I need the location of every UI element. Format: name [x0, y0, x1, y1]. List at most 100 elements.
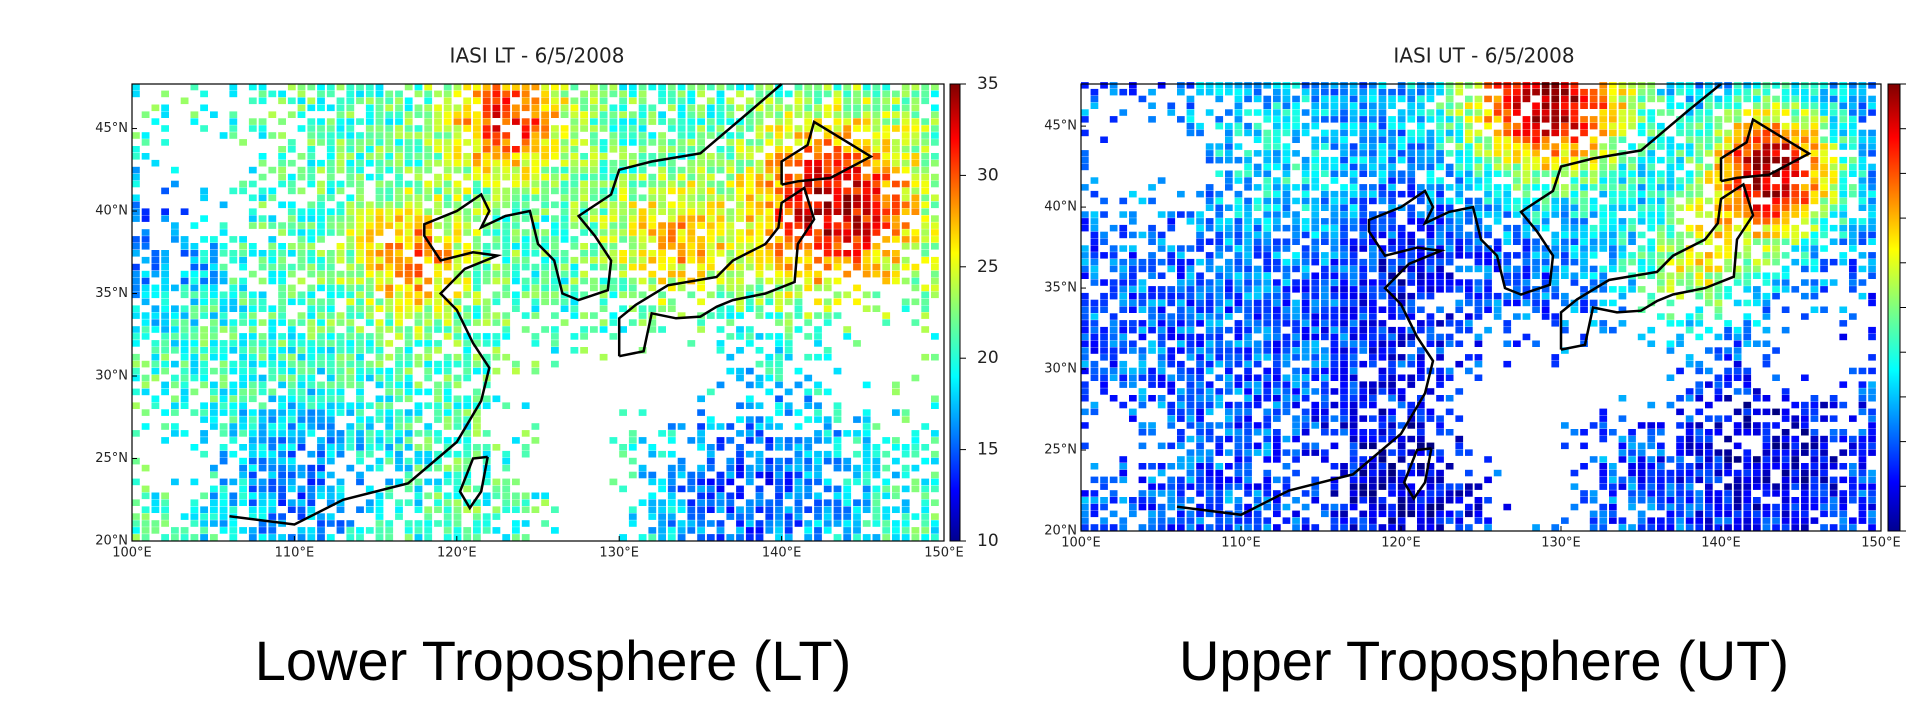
- data-pixel: [454, 181, 462, 188]
- data-pixel: [259, 174, 267, 181]
- data-pixel: [814, 160, 822, 167]
- data-pixel: [678, 520, 686, 527]
- data-pixel: [765, 139, 773, 146]
- data-pixel: [337, 278, 345, 285]
- data-pixel: [444, 513, 452, 520]
- data-pixel: [1311, 143, 1319, 150]
- data-pixel: [795, 486, 803, 493]
- data-pixel: [824, 513, 832, 520]
- data-pixel: [259, 264, 267, 271]
- data-pixel: [853, 215, 861, 222]
- data-pixel: [385, 458, 393, 465]
- data-pixel: [249, 118, 257, 125]
- data-pixel: [736, 458, 744, 465]
- data-pixel: [307, 340, 315, 347]
- data-pixel: [424, 111, 432, 118]
- data-pixel: [1129, 211, 1137, 218]
- data-pixel: [1283, 517, 1291, 524]
- data-pixel: [1244, 443, 1252, 450]
- data-pixel: [1187, 218, 1195, 225]
- data-pixel: [1225, 300, 1233, 307]
- data-pixel: [1263, 524, 1271, 531]
- data-pixel: [541, 195, 549, 202]
- data-pixel: [239, 368, 247, 375]
- data-pixel: [639, 292, 647, 299]
- data-pixel: [571, 105, 579, 112]
- data-pixel: [1311, 422, 1319, 429]
- data-pixel: [912, 98, 920, 105]
- data-pixel: [327, 84, 335, 91]
- data-pixel: [561, 208, 569, 215]
- data-pixel: [892, 382, 900, 389]
- data-pixel: [863, 222, 871, 229]
- data-pixel: [395, 118, 403, 125]
- data-pixel: [522, 229, 530, 236]
- data-pixel: [268, 506, 276, 513]
- data-pixel: [1273, 218, 1281, 225]
- data-pixel: [1148, 286, 1156, 293]
- data-pixel: [356, 347, 364, 354]
- data-pixel: [395, 111, 403, 118]
- data-pixel: [1215, 470, 1223, 477]
- data-pixel: [873, 257, 881, 264]
- data-pixel: [249, 493, 257, 500]
- data-pixel: [1350, 368, 1358, 375]
- lon-tick-label: 120°E: [437, 546, 477, 561]
- data-pixel: [385, 368, 393, 375]
- data-pixel: [278, 243, 286, 250]
- data-pixel: [327, 396, 335, 403]
- data-pixel: [1283, 109, 1291, 116]
- data-pixel: [756, 333, 764, 340]
- data-pixel: [1340, 307, 1348, 314]
- data-pixel: [444, 222, 452, 229]
- data-pixel: [298, 527, 306, 534]
- data-pixel: [493, 188, 501, 195]
- data-pixel: [1331, 239, 1339, 246]
- data-pixel: [434, 305, 442, 312]
- data-pixel: [259, 347, 267, 354]
- data-pixel: [376, 250, 384, 257]
- data-pixel: [678, 527, 686, 534]
- data-pixel: [775, 243, 783, 250]
- data-pixel: [522, 195, 530, 202]
- data-pixel: [687, 292, 695, 299]
- data-pixel: [1225, 232, 1233, 239]
- data-pixel: [1225, 123, 1233, 129]
- data-pixel: [697, 499, 705, 506]
- data-pixel: [1331, 334, 1339, 341]
- data-pixel: [278, 347, 286, 354]
- data-pixel: [376, 416, 384, 423]
- data-pixel: [1292, 96, 1300, 103]
- data-pixel: [1206, 368, 1214, 375]
- data-pixel: [697, 160, 705, 167]
- data-pixel: [415, 111, 423, 118]
- data-pixel: [278, 160, 286, 167]
- data-pixel: [1148, 252, 1156, 259]
- data-pixel: [512, 527, 520, 534]
- data-pixel: [775, 188, 783, 195]
- data-pixel: [765, 499, 773, 506]
- data-pixel: [551, 139, 559, 146]
- lat-tick-label: 20°N: [95, 534, 128, 549]
- data-pixel: [1187, 273, 1195, 280]
- data-pixel: [551, 361, 559, 368]
- data-pixel: [444, 153, 452, 160]
- data-pixel: [502, 479, 510, 486]
- data-pixel: [921, 146, 929, 153]
- data-pixel: [444, 229, 452, 236]
- data-pixel: [717, 208, 725, 215]
- data-pixel: [804, 271, 812, 278]
- data-pixel: [268, 271, 276, 278]
- data-pixel: [161, 312, 169, 319]
- data-pixel: [483, 493, 491, 500]
- data-pixel: [132, 292, 140, 299]
- data-pixel: [161, 208, 169, 215]
- data-pixel: [648, 215, 656, 222]
- data-pixel: [785, 409, 793, 416]
- data-pixel: [288, 465, 296, 472]
- data-pixel: [1350, 361, 1358, 368]
- data-pixel: [561, 125, 569, 132]
- data-pixel: [191, 409, 199, 416]
- data-pixel: [268, 375, 276, 382]
- data-pixel: [249, 361, 257, 368]
